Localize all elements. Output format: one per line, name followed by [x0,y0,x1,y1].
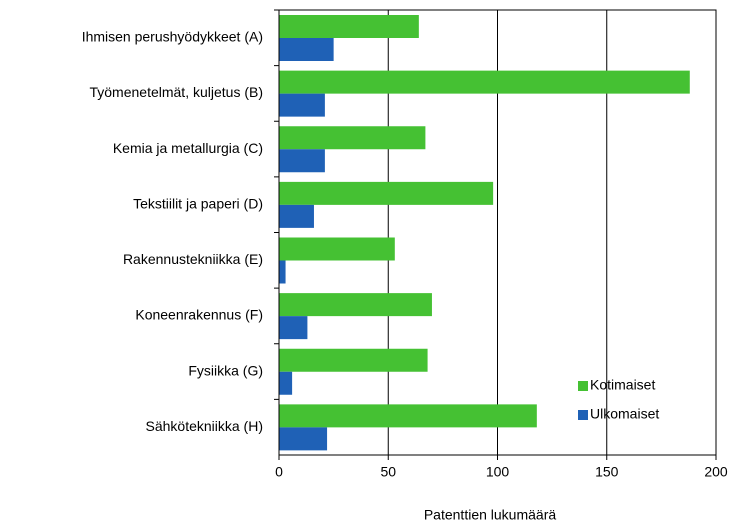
legend-label: Kotimaiset [590,377,655,393]
bar [279,348,428,372]
bar [279,70,690,94]
bar [279,316,308,340]
x-tick-label: 0 [275,464,283,480]
legend-swatch [578,410,588,420]
bar [279,93,325,117]
bar [279,204,314,228]
bar [279,181,494,205]
y-tick-label: Rakennustekniikka (E) [123,251,263,267]
bar [279,427,328,451]
x-tick-label: 50 [380,464,396,480]
y-tick-label: Sähkötekniikka (H) [146,418,264,434]
y-tick-label: Fysiikka (G) [188,362,263,378]
legend-swatch [578,381,588,391]
bar [279,293,432,317]
bar [279,126,426,150]
bar [279,404,537,428]
bar [279,149,325,173]
x-tick-label: 200 [704,464,728,480]
y-tick-label: Koneenrakennus (F) [135,307,263,323]
plot-frame [278,9,717,456]
bar [279,237,395,261]
bar [279,371,293,395]
legend-label: Ulkomaiset [590,406,659,422]
y-tick-label: Tekstiilit ja paperi (D) [133,195,263,211]
x-tick-label: 150 [595,464,619,480]
y-tick-label: Työmenetelmät, kuljetus (B) [89,84,263,100]
bar [279,15,419,38]
bar [279,38,334,61]
x-axis-title: Patenttien lukumäärä [424,507,557,523]
x-tick-label: 100 [486,464,510,480]
bar [279,260,286,284]
y-tick-label: Ihmisen perushyödykkeet (A) [82,29,263,45]
y-tick-label: Kemia ja metallurgia (C) [113,140,263,156]
